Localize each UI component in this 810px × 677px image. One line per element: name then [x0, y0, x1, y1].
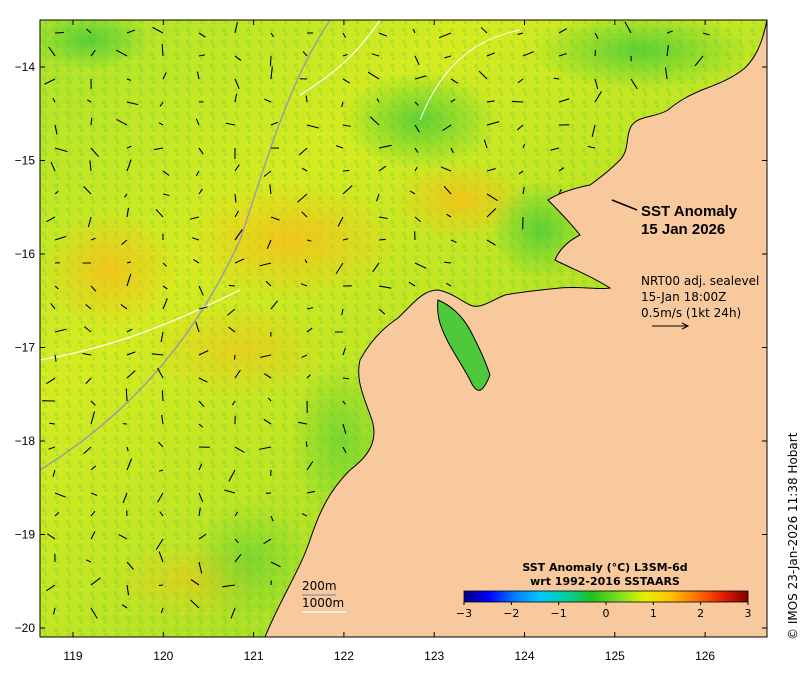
y-tick-label: −19 — [15, 528, 36, 542]
contour-200m-label: 200m — [302, 579, 337, 593]
x-tick-label: 124 — [514, 649, 534, 663]
plot-area — [30, 10, 767, 637]
current-arrow — [595, 50, 596, 56]
colorbar-title-line1: SST Anomaly (°C) L3SM-6d — [522, 561, 687, 574]
current-arrow — [306, 441, 307, 447]
current-arrow — [343, 378, 349, 379]
y-tick-label: −16 — [15, 247, 36, 261]
current-arrow — [159, 585, 163, 586]
y-tick-label: −14 — [15, 60, 36, 74]
colorbar-tick-label: −3 — [456, 607, 472, 620]
x-tick-label: 125 — [605, 649, 625, 663]
colorbar-tick-label: 0 — [603, 607, 610, 620]
current-legend-line1: NRT00 adj. sealevel — [641, 274, 759, 288]
current-legend-line3: 0.5m/s (1kt 24h) — [641, 306, 741, 320]
colorbar-tick-label: 3 — [745, 607, 752, 620]
current-legend-line2: 15-Jan 18:00Z — [641, 290, 726, 304]
x-tick-label: 119 — [63, 649, 82, 663]
colorbar-tick-label: 1 — [650, 607, 657, 620]
colorbar — [464, 591, 748, 602]
contour-1000m-label: 1000m — [302, 596, 344, 610]
y-tick-label: −17 — [15, 341, 36, 355]
colorbar-tick-label: 2 — [697, 607, 704, 620]
y-tick-label: −20 — [15, 621, 36, 635]
map-title-line2: 15 Jan 2026 — [641, 221, 725, 238]
x-tick-label: 121 — [244, 649, 264, 663]
colorbar-tick-label: −2 — [503, 607, 519, 620]
current-arrow — [512, 101, 523, 102]
y-tick-label: −18 — [15, 434, 36, 448]
current-arrow — [379, 239, 386, 240]
x-tick-label: 120 — [153, 649, 173, 663]
warm-anomaly-patch — [40, 210, 180, 330]
current-arrow — [270, 56, 271, 66]
cool-anomaly-patch — [530, 10, 750, 90]
current-arrow — [126, 388, 127, 401]
current-arrow — [229, 285, 235, 286]
colorbar-title-line2: wrt 1992-2016 SSTAARS — [530, 575, 680, 588]
current-arrow — [343, 170, 349, 171]
cool-anomaly-patch — [30, 10, 150, 70]
warm-anomaly-patch — [180, 180, 400, 300]
current-arrow — [49, 423, 55, 424]
y-tick-label: −15 — [15, 154, 36, 168]
warm-anomaly-patch — [150, 300, 330, 400]
credit-text: © IMOS 23-Jan-2026 11:38 Hobart — [786, 432, 800, 640]
map-title-line1: SST Anomaly — [641, 203, 738, 220]
x-tick-label: 122 — [334, 649, 354, 663]
x-tick-label: 126 — [695, 649, 715, 663]
x-tick-label: 123 — [424, 649, 444, 663]
current-arrow — [55, 32, 64, 33]
current-arrow — [162, 391, 163, 401]
colorbar-tick-label: −1 — [551, 607, 567, 620]
